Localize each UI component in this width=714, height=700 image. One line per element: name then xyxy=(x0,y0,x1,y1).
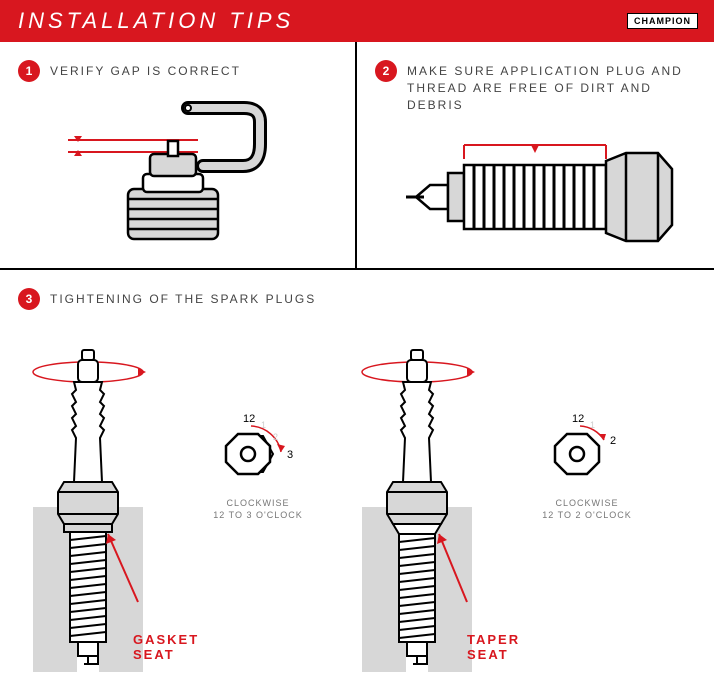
spark-plug-gasket-icon xyxy=(28,342,178,672)
dial-right: 12 1 2 CLOCKWISE 12 TO 2 O'CLOCK xyxy=(532,392,642,521)
step-text-2: Make sure application plug and thread ar… xyxy=(407,60,696,113)
dial-right-icon: 12 1 2 xyxy=(532,392,642,492)
step-text-1: Verify gap is correct xyxy=(50,60,241,80)
svg-text:3: 3 xyxy=(287,449,293,461)
dial-right-line2: 12 TO 2 O'CLOCK xyxy=(542,510,631,520)
plug-taper-wrap: TAPER SEAT xyxy=(357,342,507,677)
svg-text:2: 2 xyxy=(273,432,278,442)
dial-right-line1: CLOCKWISE xyxy=(555,498,618,508)
plug-gasket-column: GASKET SEAT 12 1 2 3 xyxy=(28,322,357,677)
dial-right-caption: CLOCKWISE 12 TO 2 O'CLOCK xyxy=(542,498,631,521)
dial-left-line1: CLOCKWISE xyxy=(226,498,289,508)
panel-step-1: 1 Verify gap is correct xyxy=(0,42,357,268)
thread-diagram-icon xyxy=(386,125,686,265)
dial-left-line2: 12 TO 3 O'CLOCK xyxy=(213,510,302,520)
step-text-3: Tightening of the spark plugs xyxy=(50,288,316,308)
dial-left: 12 1 2 3 CLOCKWISE 12 TO 3 O'CLOCK xyxy=(203,392,313,521)
dial-left-caption: CLOCKWISE 12 TO 3 O'CLOCK xyxy=(213,498,302,521)
spark-plug-taper-icon xyxy=(357,342,507,672)
illustration-gap xyxy=(18,94,337,244)
step-head-1: 1 Verify gap is correct xyxy=(18,60,337,82)
bottom-row: GASKET SEAT 12 1 2 3 xyxy=(18,322,696,677)
panel-step-2: 2 Make sure application plug and thread … xyxy=(357,42,714,268)
panel-step-3: 3 Tightening of the spark plugs xyxy=(0,270,714,687)
step-head-3: 3 Tightening of the spark plugs xyxy=(18,288,696,310)
gasket-seat-label: GASKET SEAT xyxy=(133,632,199,662)
step-number-1: 1 xyxy=(18,60,40,82)
plug-gasket-wrap: GASKET SEAT xyxy=(28,342,178,677)
header-title: INSTALLATION TIPS xyxy=(18,8,294,34)
dial-12: 12 xyxy=(243,413,255,425)
header-bar: INSTALLATION TIPS CHAMPION xyxy=(0,0,714,42)
svg-text:12: 12 xyxy=(572,413,584,425)
step-number-3: 3 xyxy=(18,288,40,310)
svg-text:2: 2 xyxy=(610,435,616,447)
step-number-2: 2 xyxy=(375,60,397,82)
plug-taper-column: TAPER SEAT 12 1 2 CLOCKWISE 12 TO 2 O'CL… xyxy=(357,322,686,677)
illustration-thread xyxy=(375,125,696,265)
brand-badge: CHAMPION xyxy=(627,13,698,29)
step-head-2: 2 Make sure application plug and thread … xyxy=(375,60,696,113)
top-row: 1 Verify gap is correct xyxy=(0,42,714,270)
taper-seat-label: TAPER SEAT xyxy=(467,632,520,662)
gap-diagram-icon xyxy=(48,94,308,244)
svg-text:1: 1 xyxy=(590,420,595,430)
dial-left-icon: 12 1 2 3 xyxy=(203,392,313,492)
svg-text:1: 1 xyxy=(261,420,266,430)
